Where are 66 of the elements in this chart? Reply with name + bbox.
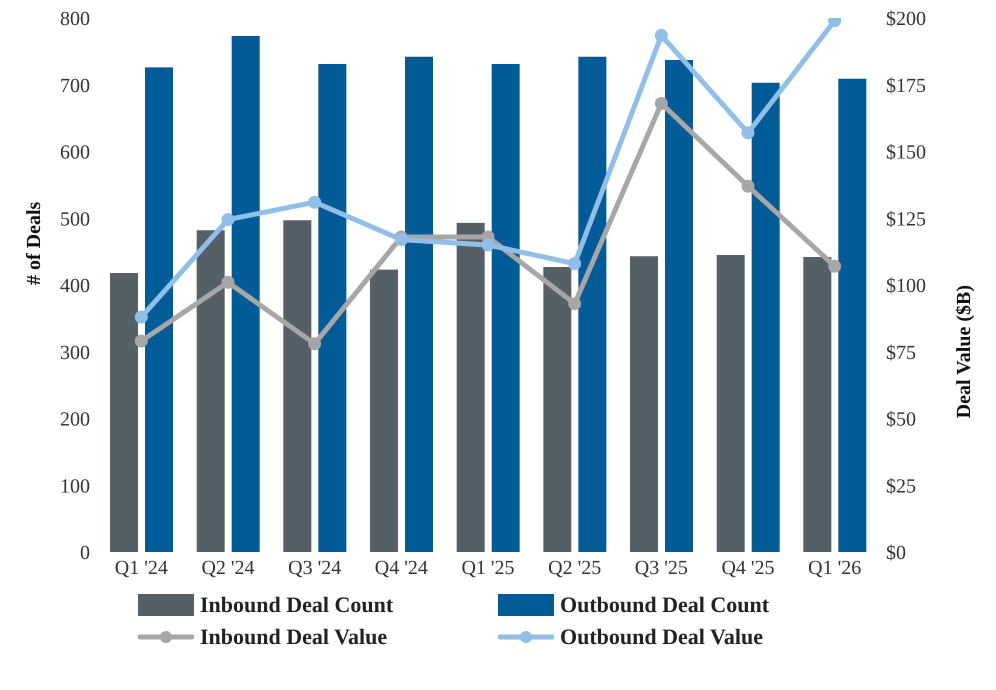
y-tick-label: 100 — [60, 475, 90, 498]
y2-tick-label: $125 — [886, 208, 926, 230]
point — [394, 233, 408, 246]
y2-tick-label: $75 — [886, 342, 916, 364]
legend-label: Outbound Deal Value — [560, 624, 763, 650]
point — [742, 126, 754, 140]
y-tick-label: 0 — [80, 542, 90, 564]
bar — [838, 78, 866, 552]
point — [222, 213, 234, 226]
y-tick-label: 600 — [60, 142, 90, 164]
legend-label: Outbound Deal Count — [560, 592, 770, 618]
y2-tick-label: $150 — [886, 142, 926, 164]
bar — [232, 36, 260, 552]
point — [568, 297, 582, 310]
x-tick-label: Q1 '24 — [114, 557, 168, 580]
y-tick-label: 700 — [60, 74, 90, 97]
y-tick-label: 200 — [60, 408, 90, 431]
x-tick-label: Q3 '25 — [634, 557, 688, 580]
point — [308, 337, 322, 350]
legend-label: Inbound Deal Count — [200, 592, 394, 618]
point — [308, 196, 322, 209]
y-tick-label: 500 — [60, 208, 90, 230]
y2-tick-label: $0 — [886, 542, 906, 564]
y-tick-label: 400 — [60, 275, 90, 298]
x-tick-label: Q1 '26 — [808, 557, 862, 580]
bar — [665, 60, 693, 552]
y-axis-title: # of Deals — [23, 201, 46, 285]
bar — [456, 222, 485, 552]
bar — [492, 64, 520, 552]
y2-tick-label: $200 — [886, 8, 926, 30]
bar — [110, 272, 138, 552]
y2-axis-title: Deal Value ($B) — [953, 285, 976, 418]
bar — [543, 266, 572, 552]
point — [828, 260, 842, 273]
point — [568, 257, 582, 270]
y2-tick-label: $25 — [886, 475, 916, 498]
bar — [145, 67, 173, 552]
x-tick-label: Q2 '25 — [548, 557, 602, 580]
bar — [803, 256, 832, 552]
x-tick-label: Q4 '25 — [721, 557, 775, 580]
x-tick-label: Q1 '25 — [461, 557, 515, 580]
bar — [405, 56, 433, 552]
point — [134, 310, 148, 324]
point — [654, 28, 668, 42]
legend-label: Inbound Deal Value — [200, 624, 388, 650]
x-tick-label: Q2 '24 — [201, 557, 255, 580]
x-tick-label: Q4 '24 — [374, 557, 428, 580]
y2-tick-label: $100 — [886, 275, 926, 298]
bar — [370, 270, 398, 552]
bar — [196, 230, 225, 552]
bar — [630, 256, 658, 552]
bar — [318, 64, 346, 552]
bar — [752, 82, 780, 552]
y-tick-label: 300 — [60, 342, 90, 364]
point — [742, 180, 754, 193]
point — [222, 276, 234, 289]
bar — [283, 220, 312, 552]
y2-tick-label: $175 — [886, 74, 926, 97]
bar — [716, 254, 745, 552]
y2-tick-label: $50 — [886, 408, 916, 431]
point — [134, 334, 148, 348]
point — [654, 96, 668, 110]
point — [482, 238, 494, 252]
x-tick-label: Q3 '24 — [288, 557, 342, 580]
bar — [578, 56, 606, 552]
y-tick-label: 800 — [60, 8, 90, 30]
